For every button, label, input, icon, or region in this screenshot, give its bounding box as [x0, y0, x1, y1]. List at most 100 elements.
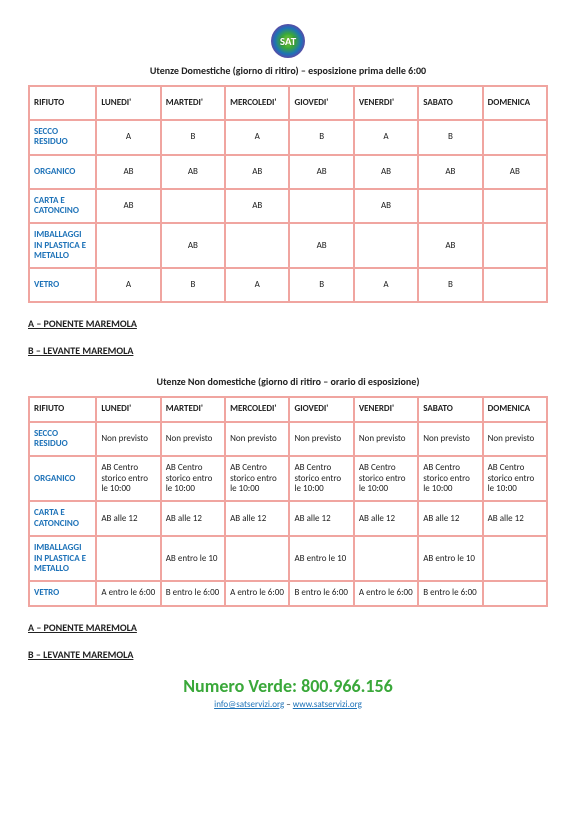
cell: AB Centro storico entro le 10:00	[225, 456, 289, 501]
col-header: GIOVEDI'	[289, 86, 353, 120]
table-row: VETROA entro le 6:00B entro le 6:00A ent…	[29, 581, 547, 605]
cell: AB Centro storico entro le 10:00	[161, 456, 225, 501]
col-header: SABATO	[418, 397, 482, 421]
cell: AB	[483, 155, 547, 189]
numero-verde: Numero Verde: 800.966.156	[28, 675, 548, 697]
cell: AB	[418, 223, 482, 268]
cell: B	[161, 120, 225, 155]
cell: A entro le 6:00	[225, 581, 289, 605]
cell: A	[354, 268, 418, 302]
table-row: CARTA E CATONCINOABABAB	[29, 189, 547, 224]
table2-title: Utenze Non domestiche (giorno di ritiro …	[28, 375, 548, 388]
footer-sep: –	[284, 699, 293, 710]
web-link[interactable]: www.satservizi.org	[293, 699, 362, 710]
cell	[418, 189, 482, 224]
cell	[289, 189, 353, 224]
email-link[interactable]: info@satservizi.org	[214, 699, 284, 710]
row-label: IMBALLAGGI IN PLASTICA E METALLO	[29, 536, 96, 581]
cell	[225, 536, 289, 581]
cell: A	[225, 268, 289, 302]
cell: A	[354, 120, 418, 155]
col-header: SABATO	[418, 86, 482, 120]
row-label: CARTA E CATONCINO	[29, 501, 96, 536]
cell: A entro le 6:00	[96, 581, 160, 605]
row-label: VETRO	[29, 268, 96, 302]
cell: AB Centro storico entro le 10:00	[483, 456, 547, 501]
cell	[483, 189, 547, 224]
cell: A	[96, 268, 160, 302]
table1-title: Utenze Domestiche (giorno di ritiro) – e…	[28, 64, 548, 77]
cell	[96, 536, 160, 581]
cell: A entro le 6:00	[354, 581, 418, 605]
cell: Non previsto	[225, 422, 289, 457]
footer: Numero Verde: 800.966.156 info@satserviz…	[28, 675, 548, 710]
cell	[354, 536, 418, 581]
cell: AB alle 12	[483, 501, 547, 536]
cell: AB Centro storico entro le 10:00	[354, 456, 418, 501]
cell	[483, 536, 547, 581]
cell: A	[96, 120, 160, 155]
table-non-domestiche: RIFIUTOLUNEDI'MARTEDI'MERCOLEDI'GIOVEDI'…	[28, 396, 548, 606]
legend-a-2: A – PONENTE MAREMOLA	[28, 621, 548, 634]
table-domestiche: RIFIUTOLUNEDI'MARTEDI'MERCOLEDI'GIOVEDI'…	[28, 85, 548, 303]
cell: B entro le 6:00	[289, 581, 353, 605]
cell	[161, 189, 225, 224]
cell: B	[418, 268, 482, 302]
cell: AB	[354, 189, 418, 224]
cell: AB	[96, 155, 160, 189]
cell	[483, 268, 547, 302]
col-header: MERCOLEDI'	[225, 397, 289, 421]
cell: Non previsto	[289, 422, 353, 457]
cell: B	[289, 268, 353, 302]
table-row: IMBALLAGGI IN PLASTICA E METALLO AB entro…	[29, 536, 547, 581]
cell: AB Centro storico entro le 10:00	[289, 456, 353, 501]
col-header: MARTEDI'	[161, 397, 225, 421]
col-header: DOMENICA	[483, 397, 547, 421]
cell: B	[289, 120, 353, 155]
cell: AB Centro storico entro le 10:00	[418, 456, 482, 501]
legend-b: B – LEVANTE MAREMOLA	[28, 344, 548, 357]
sat-logo: SAT	[271, 24, 305, 58]
cell: Non previsto	[354, 422, 418, 457]
col-header: RIFIUTO	[29, 86, 96, 120]
cell: AB alle 12	[161, 501, 225, 536]
col-header: VENERDI'	[354, 397, 418, 421]
cell: AB alle 12	[289, 501, 353, 536]
cell	[225, 223, 289, 268]
cell	[96, 223, 160, 268]
cell	[483, 120, 547, 155]
table-row: SECCO RESIDUONon previstoNon previstoNon…	[29, 422, 547, 457]
col-header: MERCOLEDI'	[225, 86, 289, 120]
row-label: ORGANICO	[29, 155, 96, 189]
logo-container: SAT	[28, 24, 548, 58]
cell: Non previsto	[96, 422, 160, 457]
cell: AB entro le 10	[161, 536, 225, 581]
cell: A	[225, 120, 289, 155]
col-header: MARTEDI'	[161, 86, 225, 120]
row-label: SECCO RESIDUO	[29, 120, 96, 155]
cell: B	[161, 268, 225, 302]
table-row: IMBALLAGGI IN PLASTICA E METALLOABABAB	[29, 223, 547, 268]
table-row: CARTA E CATONCINOAB alle 12AB alle 12AB …	[29, 501, 547, 536]
col-header: DOMENICA	[483, 86, 547, 120]
cell: AB	[161, 155, 225, 189]
cell: B entro le 6:00	[161, 581, 225, 605]
cell: AB alle 12	[418, 501, 482, 536]
row-label: VETRO	[29, 581, 96, 605]
table-row: ORGANICOAB Centro storico entro le 10:00…	[29, 456, 547, 501]
cell: Non previsto	[483, 422, 547, 457]
cell: AB entro le 10	[289, 536, 353, 581]
cell: AB	[96, 189, 160, 224]
col-header: RIFIUTO	[29, 397, 96, 421]
col-header: LUNEDI'	[96, 86, 160, 120]
cell: AB entro le 10	[418, 536, 482, 581]
col-header: GIOVEDI'	[289, 397, 353, 421]
cell: AB alle 12	[225, 501, 289, 536]
cell: AB	[354, 155, 418, 189]
row-label: IMBALLAGGI IN PLASTICA E METALLO	[29, 223, 96, 268]
cell	[483, 223, 547, 268]
cell: AB alle 12	[354, 501, 418, 536]
col-header: VENERDI'	[354, 86, 418, 120]
cell	[354, 223, 418, 268]
col-header: LUNEDI'	[96, 397, 160, 421]
